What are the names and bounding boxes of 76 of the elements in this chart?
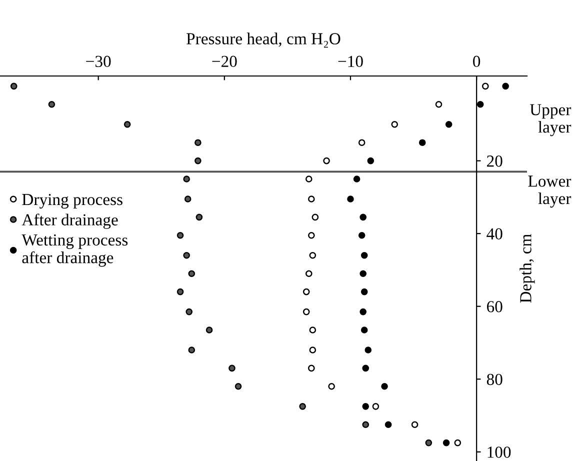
text: Lower layer xyxy=(528,176,572,208)
point xyxy=(362,364,370,372)
point xyxy=(188,270,196,277)
point xyxy=(362,403,370,410)
y-axis-title: Depth, cm xyxy=(520,234,535,303)
x-axis-title: Pressure head, cm H₂O xyxy=(186,32,340,48)
point xyxy=(196,214,203,221)
point xyxy=(302,308,310,316)
point xyxy=(305,176,312,182)
point xyxy=(206,326,213,334)
point xyxy=(309,326,316,334)
point xyxy=(360,270,367,277)
point xyxy=(228,364,236,372)
point xyxy=(445,120,452,128)
y-tick-label: 60 xyxy=(487,301,502,312)
y-tick-label: 100 xyxy=(488,446,511,458)
point xyxy=(360,308,367,316)
x-tick-label: −20 xyxy=(212,56,237,68)
point xyxy=(476,100,484,108)
point xyxy=(381,383,388,390)
point xyxy=(360,288,368,296)
point xyxy=(124,120,131,128)
point xyxy=(309,346,316,354)
point xyxy=(367,157,374,164)
point xyxy=(10,82,18,90)
point xyxy=(362,421,370,428)
point xyxy=(328,383,335,390)
point xyxy=(308,364,315,372)
point xyxy=(305,270,312,277)
point xyxy=(442,439,450,446)
point xyxy=(384,421,392,428)
y-tick-label: 80 xyxy=(486,374,502,386)
point xyxy=(48,100,56,108)
point xyxy=(360,326,368,334)
x-tick-label: −30 xyxy=(86,56,111,68)
point xyxy=(194,139,202,146)
point xyxy=(364,346,372,354)
point xyxy=(358,139,366,146)
point xyxy=(308,196,315,202)
point xyxy=(435,100,442,108)
point xyxy=(323,157,330,164)
point xyxy=(425,439,432,446)
point xyxy=(176,288,184,296)
legend-label: Drying process xyxy=(22,194,122,209)
point xyxy=(184,196,192,202)
point xyxy=(312,214,319,221)
point xyxy=(299,403,306,410)
point xyxy=(454,439,462,446)
point xyxy=(194,157,202,164)
point xyxy=(482,82,489,90)
point xyxy=(411,421,418,428)
point xyxy=(418,139,426,146)
point xyxy=(372,403,380,410)
point xyxy=(347,196,354,202)
point xyxy=(360,214,367,221)
x-tick-label: −10 xyxy=(338,56,363,68)
point xyxy=(183,176,190,182)
legend-label: Wetting process after drainage xyxy=(22,234,128,267)
point xyxy=(502,82,509,90)
y-tick-label: 40 xyxy=(486,228,502,240)
point xyxy=(186,308,193,316)
point xyxy=(302,288,310,296)
point xyxy=(360,252,368,259)
point xyxy=(188,346,196,354)
point xyxy=(353,176,360,182)
y-tick-label: 20 xyxy=(487,155,502,167)
legend-label: After drainage xyxy=(22,214,118,229)
point xyxy=(391,120,398,128)
point xyxy=(358,232,366,239)
point xyxy=(308,232,315,239)
point xyxy=(309,252,316,259)
x-tick-label: 0 xyxy=(473,56,480,68)
point xyxy=(183,252,190,259)
text: Upper layer xyxy=(530,104,572,136)
point xyxy=(234,383,242,390)
point xyxy=(176,232,184,239)
